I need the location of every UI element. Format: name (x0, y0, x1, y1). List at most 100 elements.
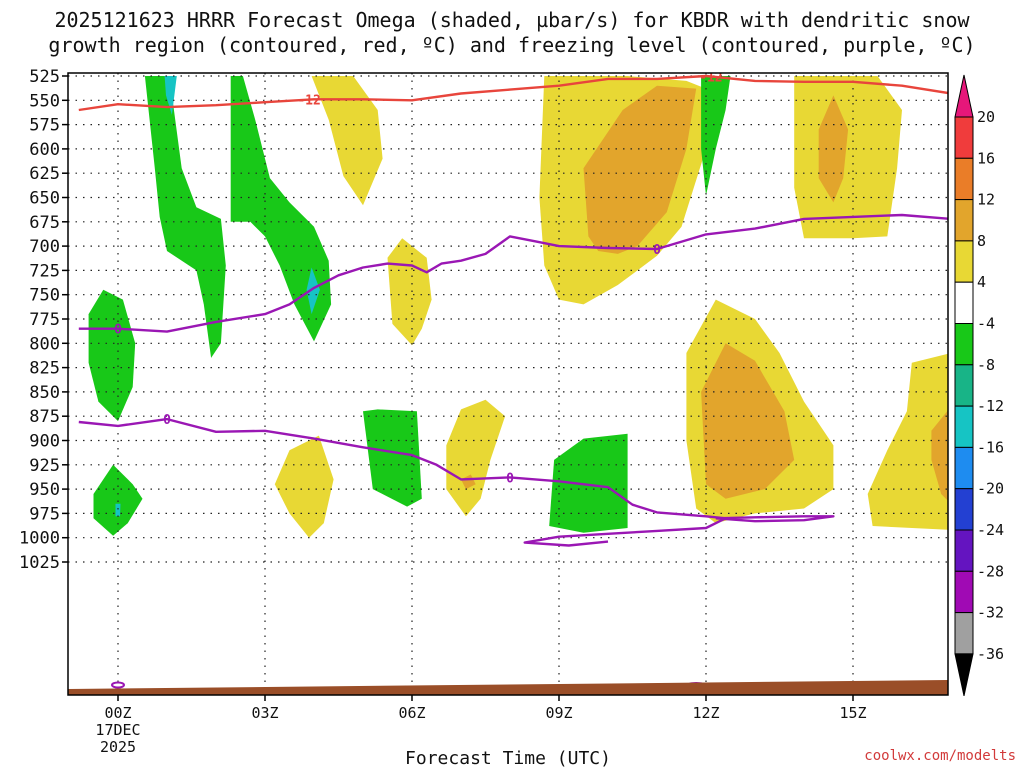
colorbar-bin-6 (954, 364, 974, 407)
x-tick-label-06Z: 06Z (398, 704, 425, 722)
y-tick-label-850: 850 (29, 383, 60, 403)
y-tick-label-800: 800 (29, 334, 60, 354)
chart-title-line-1: 2025121623 HRRR Forecast Omega (shaded, … (54, 8, 970, 32)
colorbar-label-0: 20 (977, 108, 995, 126)
colorbar-extend-max (954, 74, 974, 118)
colorbar-label-13: -36 (977, 645, 1004, 663)
y-tick-label-525: 525 (29, 67, 60, 87)
y-tick-label-750: 750 (29, 286, 60, 306)
y-tick-label-625: 625 (29, 164, 60, 184)
chart-title-line-2: growth region (contoured, red, ºC) and f… (48, 33, 976, 57)
y-tick-label-700: 700 (29, 237, 60, 257)
omega-region-green-low-c (363, 409, 422, 507)
y-tick-label-725: 725 (29, 261, 60, 281)
x-tick-label-15Z: 15Z (839, 704, 866, 722)
freezing-level-lower (78, 417, 727, 547)
omega-region-orange-big-9z (583, 85, 697, 254)
colorbar-bin-9 (954, 488, 974, 531)
colorbar-bin-10 (954, 529, 974, 572)
y-tick-label-900: 900 (29, 432, 60, 452)
omega-region-orange-right-16z (931, 410, 948, 501)
colorbar-bin-1 (954, 157, 974, 201)
colorbar-label-3: 8 (977, 232, 986, 250)
colorbar-label-2: 12 (977, 191, 995, 209)
credit-text: coolwx.com/modelts (864, 748, 1016, 764)
y-tick-label-950: 950 (29, 480, 60, 500)
y-tick-label-600: 600 (29, 140, 60, 160)
colorbar-label-6: -8 (977, 356, 995, 374)
omega-region-yellow-column-a (311, 76, 383, 206)
omega-region-green-column-a (144, 76, 226, 358)
pressure-axis: 525 550 575 600 625 650 675 700 725 750 775 800 825 8… (19, 67, 68, 573)
y-tick-label-775: 775 (29, 310, 60, 330)
omega-region-cyan-spot-a (164, 76, 177, 115)
omega-region-yellow-low-b (446, 399, 506, 517)
freezing-level-upper-label-0: 0 (114, 323, 122, 338)
colorbar-bin-5 (954, 323, 974, 366)
y-tick-label-975: 975 (29, 504, 60, 524)
colorbar-bin-8 (954, 446, 974, 490)
colorbar-label-4: 4 (977, 273, 986, 291)
x-tick-label-00Z: 00Z (104, 704, 131, 722)
y-tick-label-550: 550 (29, 91, 60, 111)
colorbar-label-11: -28 (977, 562, 1004, 580)
colorbar-bin-3 (954, 240, 974, 283)
x-axis-label: Forecast Time (UTC) (405, 748, 611, 768)
colorbar-bin-11 (954, 570, 974, 614)
terrain-fill (68, 680, 948, 695)
y-tick-label-1025: 1025 (19, 553, 60, 573)
x-tick-label-03Z: 03Z (251, 704, 278, 722)
omega-region-green-column-12z (701, 76, 731, 196)
omega-region-cyan-spot-c (115, 503, 121, 517)
y-tick-label-650: 650 (29, 189, 60, 209)
colorbar-label-1: 16 (977, 149, 995, 167)
omega-region-green-low-a (88, 289, 136, 422)
freezing-level-lower-label-1: 0 (506, 471, 514, 486)
x-tick-label-09Z: 09Z (545, 704, 572, 722)
x-tick-date: 17DEC (95, 721, 140, 739)
colorbar-label-7: -12 (977, 397, 1004, 415)
omega-region-green-low-b (93, 464, 143, 536)
omega-region-green-low-d (549, 433, 628, 533)
colorbar-bin-4 (954, 281, 974, 325)
dgz-contour-label-0: -12 (297, 94, 320, 109)
omega-region-yellow-upper-14z (794, 76, 902, 239)
colorbar-bin-12 (954, 612, 974, 655)
y-tick-label-825: 825 (29, 359, 60, 379)
y-tick-label-875: 875 (29, 407, 60, 427)
colorbar-label-8: -16 (977, 438, 1004, 456)
colorbar-extend-min (954, 653, 974, 697)
dgz-contour-label-1: -12 (699, 70, 722, 85)
colorbar: 20 16 12 8 4 -4 -8 -12 -16 -20 -24 -28 -32 -36 (954, 74, 1004, 697)
y-tick-label-925: 925 (29, 456, 60, 476)
omega-region-yellow-right-16z (867, 353, 948, 530)
terrain-strip (68, 680, 948, 695)
freezing-level-upper (78, 213, 948, 333)
grid-lines (68, 73, 948, 695)
x-tick-label-12Z: 12Z (692, 704, 719, 722)
freezing-level-small (715, 515, 835, 523)
omega-region-yellow-low-a (274, 435, 334, 538)
colorbar-label-5: -4 (977, 315, 995, 333)
y-tick-label-575: 575 (29, 116, 60, 136)
omega-region-orange-lower-12z (701, 343, 795, 499)
omega-region-cyan-spot-b (306, 267, 320, 315)
plot-frame (67, 72, 949, 696)
colorbar-label-10: -24 (977, 521, 1004, 539)
freezing-blip-0z (111, 681, 125, 689)
colorbar-label-12: -32 (977, 604, 1004, 622)
colorbar-bin-7 (954, 405, 974, 448)
colorbar-bin-2 (954, 199, 974, 242)
freezing-level-lower-label-0: 0 (163, 413, 171, 428)
dgz-contour (78, 74, 948, 112)
y-tick-label-1000: 1000 (19, 529, 60, 549)
y-tick-label-675: 675 (29, 213, 60, 233)
contour-lines: -12 -12 0 0 0 0 (78, 70, 948, 689)
colorbar-label-9: -20 (977, 480, 1004, 498)
x-tick-year: 2025 (100, 738, 136, 756)
colorbar-bin-0 (954, 116, 974, 159)
omega-region-green-column-b (230, 76, 332, 342)
freezing-level-upper-label-1: 0 (653, 243, 661, 258)
